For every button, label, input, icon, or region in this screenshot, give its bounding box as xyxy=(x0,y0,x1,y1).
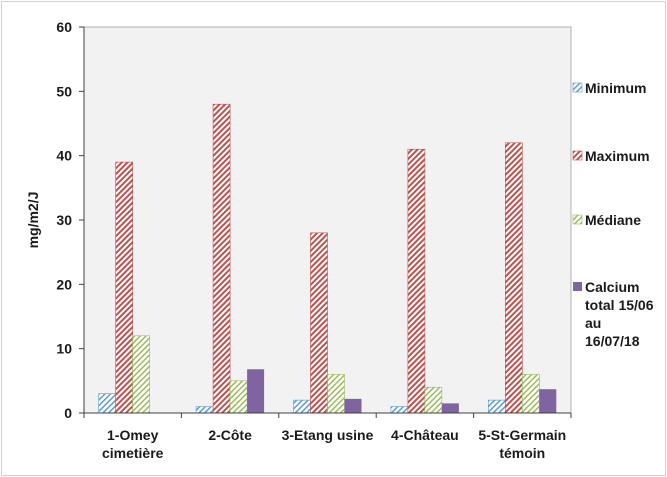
legend-swatch-4 xyxy=(573,282,582,291)
legend-label-3: Médiane xyxy=(585,212,641,228)
bar-4-series-3 xyxy=(424,386,443,414)
y-tick-label: 40 xyxy=(56,148,72,164)
x-category-label: 5-St-Germain xyxy=(478,427,566,443)
x-category-label: 2-Côte xyxy=(208,427,252,443)
bar-3-series-3 xyxy=(327,374,345,414)
y-tick-label: 10 xyxy=(56,341,72,357)
bar-4-series-2 xyxy=(407,148,426,414)
legend-label-4: total 15/06 xyxy=(585,297,654,313)
y-tick-label: 50 xyxy=(56,83,72,99)
bar-3-series-2 xyxy=(310,232,328,414)
bar-5-series-4 xyxy=(539,389,557,413)
bar-2-series-3 xyxy=(229,380,248,414)
bar-4-series-1 xyxy=(390,406,409,414)
y-tick-label: 20 xyxy=(56,276,72,292)
bar-2-series-4 xyxy=(247,369,265,413)
legend-swatch-1 xyxy=(572,82,583,93)
legend-label-4: au xyxy=(585,315,601,331)
bar-2-series-2 xyxy=(212,103,231,414)
legend-label-2: Maximum xyxy=(585,148,650,164)
y-tick-label: 60 xyxy=(56,19,72,35)
x-category-label: cimetière xyxy=(102,445,164,461)
bar-5-series-1 xyxy=(487,399,506,414)
x-category-label: 1-Omey xyxy=(107,427,159,443)
bar-5-series-2 xyxy=(504,142,523,414)
bar-2-series-1 xyxy=(195,406,214,414)
y-tick-label: 0 xyxy=(64,405,72,421)
bar-3-series-1 xyxy=(293,399,311,414)
bar-1-series-2 xyxy=(115,161,133,414)
x-category-label: 4-Château xyxy=(391,427,459,443)
bar-3-series-4 xyxy=(344,398,362,413)
y-axis-label: mg/m2/J xyxy=(25,192,41,249)
y-tick-label: 30 xyxy=(56,212,72,228)
bar-5-series-3 xyxy=(521,374,540,414)
bar-1-series-1 xyxy=(98,393,116,414)
legend-swatch-3 xyxy=(572,214,583,225)
bar-1-series-3 xyxy=(132,335,150,414)
legend-label-4: 16/07/18 xyxy=(585,333,640,349)
legend-label-1: Minimum xyxy=(585,80,646,96)
x-category-label: témoin xyxy=(499,445,545,461)
bar-4-series-4 xyxy=(441,403,459,413)
legend-label-4: Calcium xyxy=(585,279,639,295)
legend-swatch-2 xyxy=(572,150,583,161)
x-category-label: 3-Etang usine xyxy=(282,427,374,443)
